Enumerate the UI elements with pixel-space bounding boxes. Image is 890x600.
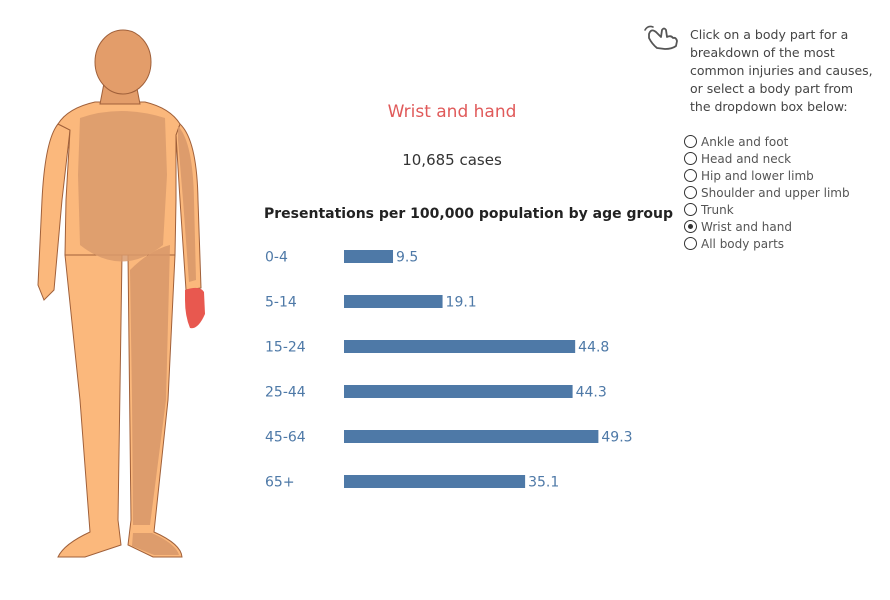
body-region-hip-lower-limb[interactable] xyxy=(130,245,170,525)
hand-pointer-icon xyxy=(644,25,678,50)
value-label: 49.3 xyxy=(601,430,632,446)
value-label: 9.5 xyxy=(396,250,418,266)
bar-5-14[interactable] xyxy=(344,295,443,308)
age-group-bar-chart: 0-4 9.5 5-14 19.1 15-24 44.8 25-44 44.3 45-64 49.… xyxy=(265,250,633,491)
value-label: 44.8 xyxy=(578,340,609,356)
bar-45-64[interactable] xyxy=(344,430,599,443)
body-figure xyxy=(37,29,205,558)
category-label: 0-4 xyxy=(265,250,288,266)
radio-unselected-icon[interactable] xyxy=(684,186,697,199)
body-part-option-label: All body parts xyxy=(701,236,785,251)
body-part-option-hip-and-lower-limb[interactable]: Hip and lower limb xyxy=(684,167,850,184)
radio-unselected-icon[interactable] xyxy=(684,203,697,216)
bar-15-24[interactable] xyxy=(344,340,576,353)
radio-unselected-icon[interactable] xyxy=(684,152,697,165)
instruction-text: Click on a body part for a breakdown of … xyxy=(690,27,873,114)
body-part-option-label: Shoulder and upper limb xyxy=(701,185,850,200)
radio-selected-icon[interactable] xyxy=(684,220,697,233)
category-label: 15-24 xyxy=(265,340,306,356)
value-label: 19.1 xyxy=(446,295,477,311)
body-region-shoulder-upper-limb[interactable] xyxy=(178,126,196,282)
body-part-option-label: Ankle and foot xyxy=(701,134,789,149)
category-label: 5-14 xyxy=(265,295,297,311)
body-part-option-ankle-and-foot[interactable]: Ankle and foot xyxy=(684,133,850,150)
body-part-option-trunk[interactable]: Trunk xyxy=(684,201,850,218)
body-part-option-head-and-neck[interactable]: Head and neck xyxy=(684,150,850,167)
body-part-option-shoulder-and-upper-limb[interactable]: Shoulder and upper limb xyxy=(684,184,850,201)
category-label: 45-64 xyxy=(265,430,306,446)
body-part-option-label: Head and neck xyxy=(701,151,792,166)
body-part-radio-list: Ankle and foot Head and neck Hip and lower… xyxy=(684,133,850,252)
selected-body-part-title: Wrist and hand xyxy=(387,102,517,122)
body-region-wrist-hand[interactable] xyxy=(185,287,205,329)
radio-unselected-icon[interactable] xyxy=(684,169,697,182)
body-region-ankle-foot[interactable] xyxy=(132,533,179,555)
value-label: 35.1 xyxy=(528,475,559,491)
category-label: 25-44 xyxy=(265,385,306,401)
body-part-option-label: Hip and lower limb xyxy=(701,168,814,183)
category-label: 65+ xyxy=(265,475,295,491)
body-part-option-all-body-parts[interactable]: All body parts xyxy=(684,235,850,252)
body-region-trunk[interactable] xyxy=(78,111,167,262)
body-region-head-neck[interactable] xyxy=(94,29,152,95)
value-label: 44.3 xyxy=(576,385,607,401)
radio-unselected-icon[interactable] xyxy=(684,237,697,250)
bar-25-44[interactable] xyxy=(344,385,573,398)
body-part-option-label: Wrist and hand xyxy=(701,219,792,234)
body-part-left-leg[interactable] xyxy=(57,254,123,558)
bar-65+[interactable] xyxy=(344,475,526,488)
case-count: 10,685 cases xyxy=(402,151,502,169)
bar-0-4[interactable] xyxy=(344,250,394,263)
radio-unselected-icon[interactable] xyxy=(684,135,697,148)
chart-title: Presentations per 100,000 population by … xyxy=(264,206,674,222)
body-part-left-arm[interactable] xyxy=(37,123,71,301)
body-part-option-wrist-and-hand[interactable]: Wrist and hand xyxy=(684,218,850,235)
body-part-option-label: Trunk xyxy=(701,202,734,217)
